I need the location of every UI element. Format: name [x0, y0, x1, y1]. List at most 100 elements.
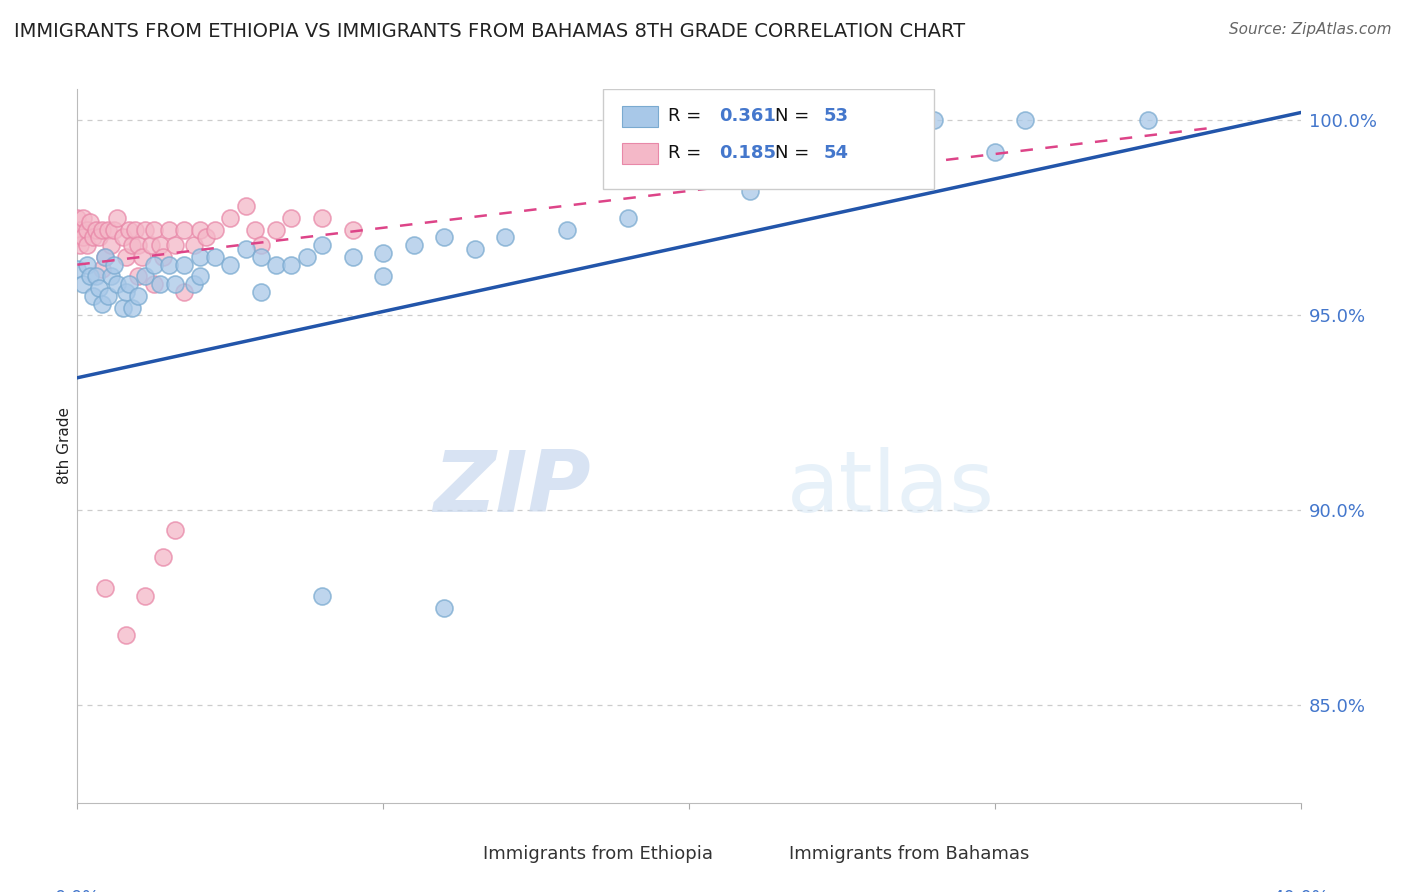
- Point: [194, 230, 217, 244]
- Point: [79, 215, 101, 229]
- Point: [235, 242, 257, 256]
- Text: 0.185: 0.185: [720, 145, 776, 162]
- Point: [495, 230, 517, 244]
- Point: [250, 238, 273, 252]
- Point: [204, 222, 226, 236]
- Text: 54: 54: [824, 145, 848, 162]
- Point: [94, 250, 117, 264]
- Point: [134, 589, 156, 603]
- Point: [112, 301, 135, 315]
- Point: [433, 230, 456, 244]
- Point: [555, 222, 578, 236]
- Point: [87, 230, 110, 244]
- Point: [134, 269, 156, 284]
- Point: [94, 250, 117, 264]
- Point: [115, 285, 138, 299]
- Text: Source: ZipAtlas.com: Source: ZipAtlas.com: [1229, 22, 1392, 37]
- Point: [149, 277, 172, 292]
- Point: [84, 222, 107, 236]
- Point: [1136, 113, 1159, 128]
- FancyBboxPatch shape: [603, 89, 934, 189]
- Point: [219, 211, 242, 225]
- Point: [371, 269, 394, 284]
- Bar: [621, 105, 658, 127]
- Point: [66, 261, 89, 276]
- Point: [142, 258, 165, 272]
- Point: [165, 238, 187, 252]
- Text: IMMIGRANTS FROM ETHIOPIA VS IMMIGRANTS FROM BAHAMAS 8TH GRADE CORRELATION CHART: IMMIGRANTS FROM ETHIOPIA VS IMMIGRANTS F…: [14, 22, 965, 41]
- Point: [82, 230, 104, 244]
- Point: [128, 238, 150, 252]
- Point: [173, 285, 195, 299]
- Point: [90, 296, 112, 310]
- Text: 53: 53: [824, 107, 848, 125]
- Point: [264, 258, 287, 272]
- Point: [134, 222, 156, 236]
- Point: [97, 289, 120, 303]
- Point: [72, 277, 94, 292]
- Y-axis label: 8th Grade: 8th Grade: [56, 408, 72, 484]
- Point: [105, 211, 128, 225]
- Point: [280, 258, 302, 272]
- Point: [188, 250, 211, 264]
- Text: N =: N =: [775, 107, 814, 125]
- Point: [157, 222, 180, 236]
- Point: [280, 211, 302, 225]
- Point: [87, 281, 110, 295]
- Point: [103, 222, 125, 236]
- Point: [118, 222, 141, 236]
- Text: 0.0%: 0.0%: [55, 888, 100, 892]
- Point: [433, 600, 456, 615]
- Text: Immigrants from Ethiopia: Immigrants from Ethiopia: [484, 846, 713, 863]
- Point: [142, 222, 165, 236]
- Point: [311, 589, 333, 603]
- Point: [188, 222, 211, 236]
- Point: [464, 242, 486, 256]
- Point: [131, 250, 153, 264]
- Point: [235, 199, 257, 213]
- Point: [250, 285, 273, 299]
- Point: [183, 277, 205, 292]
- Point: [124, 222, 146, 236]
- Point: [115, 628, 138, 642]
- Point: [152, 250, 174, 264]
- Point: [128, 289, 150, 303]
- Point: [84, 269, 107, 284]
- Point: [183, 238, 205, 252]
- Point: [342, 250, 364, 264]
- Point: [72, 230, 94, 244]
- Point: [243, 222, 266, 236]
- Point: [152, 550, 174, 565]
- Point: [139, 238, 162, 252]
- Point: [371, 246, 394, 260]
- Point: [402, 238, 425, 252]
- Point: [142, 277, 165, 292]
- Point: [204, 250, 226, 264]
- Point: [69, 238, 91, 252]
- Point: [115, 250, 138, 264]
- Point: [94, 582, 117, 596]
- Point: [311, 238, 333, 252]
- Point: [149, 238, 172, 252]
- Point: [157, 258, 180, 272]
- Point: [79, 269, 101, 284]
- Text: N =: N =: [775, 145, 814, 162]
- Point: [121, 238, 143, 252]
- Point: [76, 238, 98, 252]
- Text: R =: R =: [668, 107, 707, 125]
- Point: [72, 211, 94, 225]
- Text: 0.361: 0.361: [720, 107, 776, 125]
- Point: [97, 222, 120, 236]
- Point: [112, 230, 135, 244]
- Point: [165, 277, 187, 292]
- Point: [922, 113, 945, 128]
- Point: [66, 230, 89, 244]
- Point: [128, 269, 150, 284]
- Point: [82, 289, 104, 303]
- Point: [617, 211, 640, 225]
- Point: [250, 250, 273, 264]
- Text: ZIP: ZIP: [433, 447, 591, 531]
- Point: [311, 211, 333, 225]
- Point: [90, 261, 112, 276]
- Bar: [621, 143, 658, 164]
